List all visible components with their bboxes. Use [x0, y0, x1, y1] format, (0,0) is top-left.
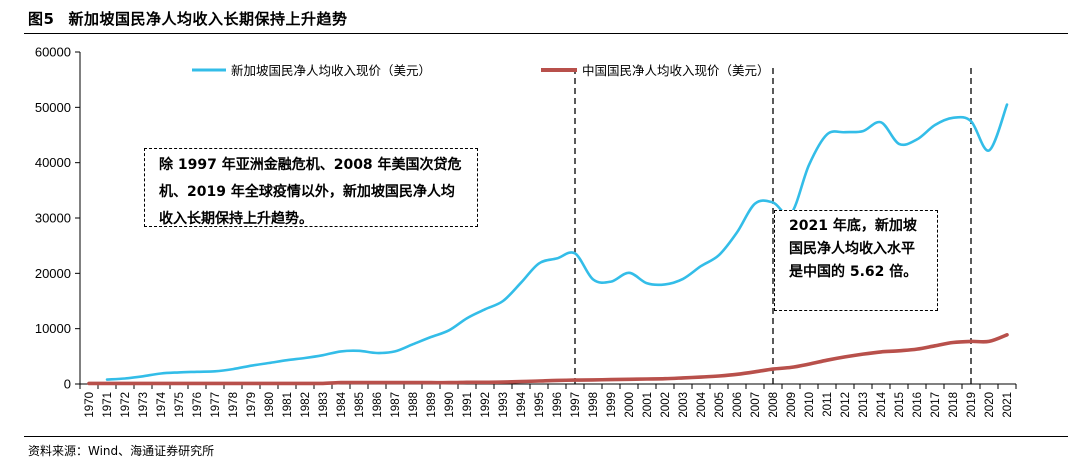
x-tick-label: 1972	[120, 392, 132, 418]
figure-title-text: 新加坡国民净人均收入长期保持上升趋势	[68, 10, 348, 28]
series-lines	[87, 103, 1009, 386]
series-line-china	[87, 333, 1009, 386]
x-tick-label: 1993	[498, 392, 510, 418]
x-tick-label: 1978	[228, 392, 240, 418]
legend-label-china: 中国国民净人均收入现价（美元）	[582, 63, 770, 78]
x-tick-label: 1990	[444, 392, 456, 418]
x-tick-label: 1983	[318, 392, 330, 418]
bottom-rule	[24, 436, 1068, 437]
x-tick-label: 1985	[354, 392, 366, 418]
x-tick-label: 1975	[174, 392, 186, 418]
x-tick-label: 1988	[408, 392, 420, 418]
x-tick-label: 1996	[552, 392, 564, 418]
legend-label-singapore: 新加坡国民净人均收入现价（美元）	[231, 63, 431, 78]
x-tick-label: 2017	[930, 392, 942, 418]
x-tick-label: 2021	[1002, 392, 1014, 418]
figure-number: 图5	[28, 10, 55, 28]
x-tick-label: 2004	[696, 391, 708, 417]
x-tick-label: 2001	[642, 392, 654, 418]
x-tick-label: 1979	[246, 392, 258, 418]
x-tick-label: 1980	[264, 392, 276, 418]
y-tick-label: 20000	[35, 266, 71, 281]
x-tick-label: 2005	[714, 392, 726, 418]
x-tick-label: 1970	[84, 392, 96, 418]
x-tick-label: 2009	[786, 392, 798, 418]
series-line-singapore	[105, 103, 1009, 381]
y-tick-label: 40000	[35, 155, 71, 170]
x-tick-label: 2000	[624, 392, 636, 418]
y-tick-label: 0	[64, 377, 71, 392]
annotation-crisis-note: 除 1997 年亚洲金融危机、2008 年美国次贷危机、2019 年全球疫情以外…	[144, 148, 478, 227]
annotation-ratio-note: 2021 年底，新加坡国民净人均收入水平是中国的 5.62 倍。	[774, 210, 938, 311]
y-tick-label: 60000	[35, 45, 71, 60]
x-tick-label: 1992	[480, 392, 492, 418]
x-tick-label: 2016	[912, 392, 924, 418]
x-tick-label: 1982	[300, 392, 312, 418]
line-chart: 0 10000 20000 30000 40000 50000 60000 1970 1971 1…	[35, 45, 1017, 418]
x-tick-label: 1986	[372, 392, 384, 418]
x-tick-label: 1973	[138, 392, 150, 418]
x-tick-label: 1976	[192, 392, 204, 418]
x-tick-label: 2019	[966, 392, 978, 418]
x-tick-label: 1995	[534, 392, 546, 418]
x-tick-label: 1977	[210, 392, 222, 418]
x-tick-label: 1981	[282, 392, 294, 418]
source-note: 资料来源：Wind、海通证券研究所	[28, 444, 215, 458]
x-tick-label: 1997	[570, 392, 582, 418]
x-tick-label: 2015	[894, 392, 906, 418]
figure-title: 图5 新加坡国民净人均收入长期保持上升趋势	[28, 8, 347, 29]
x-tick-label: 1971	[102, 392, 114, 418]
legend: 新加坡国民净人均收入现价（美元） 中国国民净人均收入现价（美元）	[192, 63, 770, 78]
x-tick-label: 2013	[858, 392, 870, 418]
x-tick-label: 2014	[876, 391, 888, 417]
x-tick-label: 1998	[588, 392, 600, 418]
x-tick-label: 1994	[516, 391, 528, 417]
x-tick-label: 2008	[768, 392, 780, 418]
x-tick-label: 2011	[822, 392, 834, 417]
x-tick-label: 2006	[732, 392, 744, 418]
x-tick-label: 2012	[840, 392, 852, 418]
x-tick-label: 2007	[750, 392, 762, 418]
x-tick-label: 2010	[804, 392, 816, 418]
x-tick-label: 1991	[462, 392, 474, 418]
y-tick-label: 10000	[35, 321, 71, 336]
x-tick-label: 2002	[660, 392, 672, 418]
x-tick-label: 1984	[336, 391, 348, 417]
top-rule	[24, 33, 1068, 34]
x-tick-label: 1989	[426, 392, 438, 418]
x-tick-label: 1987	[390, 392, 402, 418]
x-tick-label: 2020	[984, 392, 996, 418]
x-tick-label: 2018	[948, 392, 960, 418]
x-tick-label: 1999	[606, 392, 618, 418]
y-tick-label: 50000	[35, 100, 71, 115]
x-tick-label: 1974	[156, 391, 168, 417]
y-tick-label: 30000	[35, 211, 71, 226]
axes: 0 10000 20000 30000 40000 50000 60000 1970 1971 1…	[35, 45, 1017, 418]
x-tick-label: 2003	[678, 392, 690, 418]
